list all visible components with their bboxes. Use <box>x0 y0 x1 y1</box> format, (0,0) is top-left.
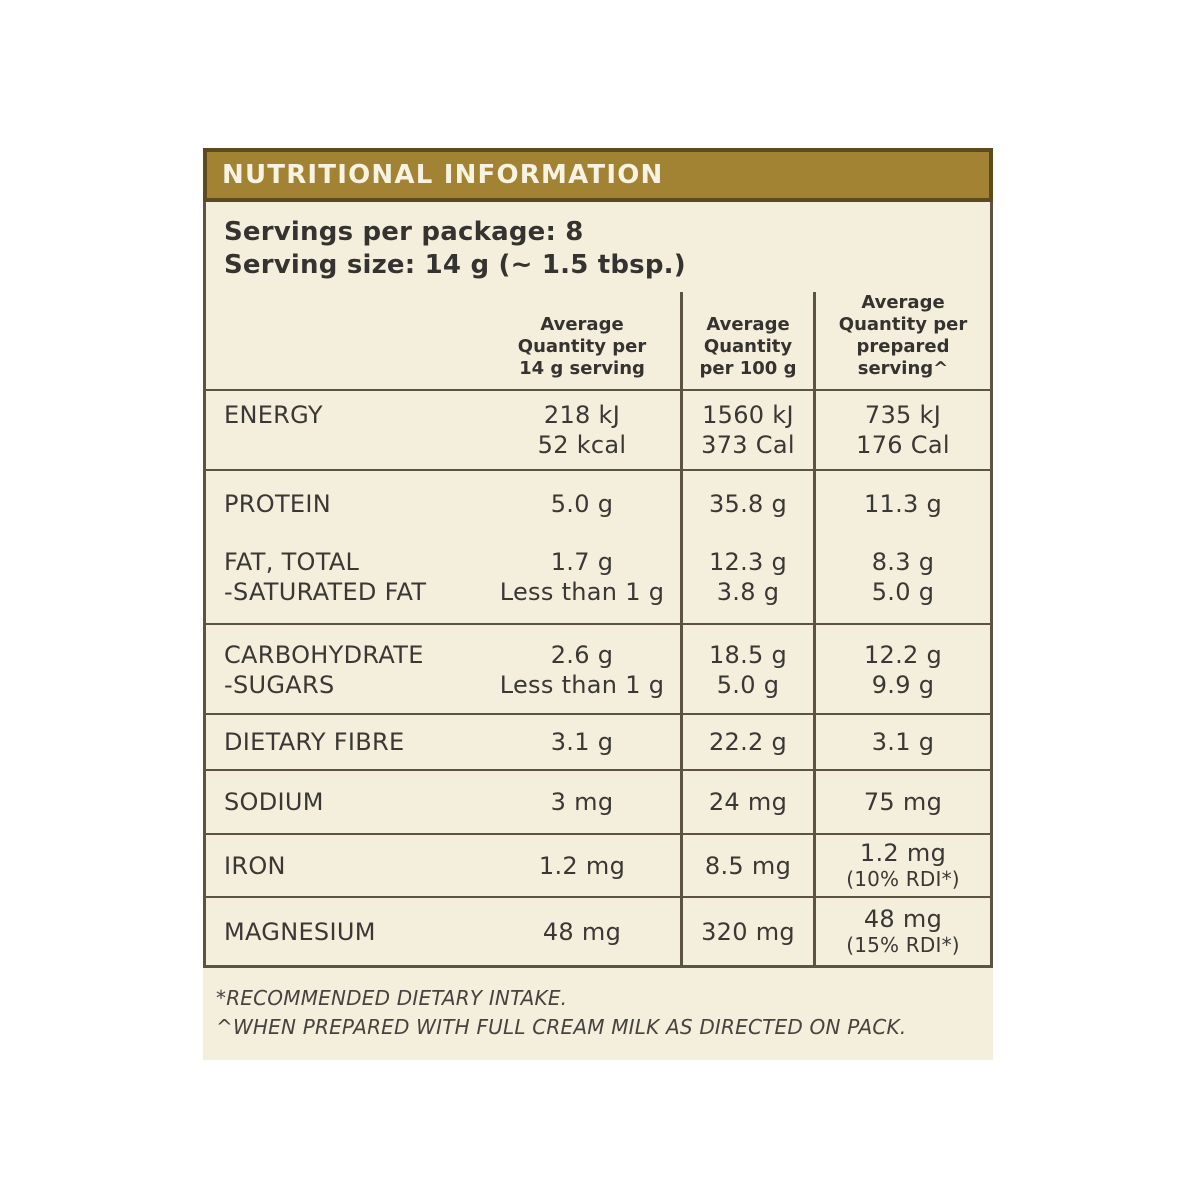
serving-info: Servings per package: 8 Serving size: 14… <box>206 202 990 292</box>
spacer <box>816 519 990 547</box>
row-magnesium-label: MAGNESIUM <box>224 917 376 946</box>
row-iron: IRON 1.2 mg 8.5 mg 1.2 mg (10% RDI*) <box>206 835 990 898</box>
protein-fat-prepared: 11.3 g 8.3 g 5.0 g <box>813 471 990 623</box>
row-sugars-label: -SUGARS <box>224 671 335 699</box>
row-dietary-fibre-per-14g: 3.1 g <box>550 728 614 756</box>
panel-title: NUTRITIONAL INFORMATION <box>222 160 664 190</box>
panel-title-bar: NUTRITIONAL INFORMATION <box>203 148 993 202</box>
row-magnesium-per-100g: 320 mg <box>680 898 813 965</box>
row-saturated-fat-label: -SATURATED FAT <box>224 578 427 606</box>
row-dietary-fibre-prepared: 3.1 g <box>813 715 990 769</box>
row-sodium-per-14g: 3 mg <box>550 788 614 816</box>
row-energy-label: ENERGY <box>224 401 323 429</box>
column-header-prepared: Average Quantity per prepared serving^ <box>813 292 990 389</box>
row-sodium-label: SODIUM <box>224 788 324 816</box>
column-header-spacer <box>206 292 484 389</box>
spacer <box>484 519 680 547</box>
row-energy-per-100g: 1560 kJ 373 Cal <box>680 391 813 469</box>
row-dietary-fibre: DIETARY FIBRE 3.1 g 22.2 g 3.1 g <box>206 715 990 771</box>
row-iron-per-100g: 8.5 mg <box>680 835 813 896</box>
spacer <box>683 519 813 547</box>
protein-fat-per-14g: 5.0 g 1.7 g Less than 1 g <box>484 471 680 623</box>
row-protein-label: PROTEIN <box>224 490 331 518</box>
row-magnesium-per-14g: 48 mg <box>542 917 622 946</box>
footnote-rdi: *RECOMMENDED DIETARY INTAKE. <box>216 986 568 1010</box>
row-magnesium-prepared: 48 mg (15% RDI*) <box>813 898 990 965</box>
row-dietary-fibre-per-100g: 22.2 g <box>680 715 813 769</box>
carbohydrate-labels: CARBOHYDRATE -SUGARS <box>206 625 484 713</box>
row-iron-label: IRON <box>224 851 286 880</box>
carbohydrate-per-100g: 18.5 g 5.0 g <box>680 625 813 713</box>
column-header-row: Average Quantity per 14 g serving Averag… <box>206 292 990 391</box>
row-sodium-prepared: 75 mg <box>813 771 990 833</box>
row-sodium-per-100g: 24 mg <box>680 771 813 833</box>
footnote-prepared: ^WHEN PREPARED WITH FULL CREAM MILK AS D… <box>216 1015 907 1039</box>
serving-size: Serving size: 14 g (~ 1.5 tbsp.) <box>224 250 686 280</box>
row-fat-total-label: FAT, TOTAL <box>224 548 360 576</box>
row-magnesium: MAGNESIUM 48 mg 320 mg 48 mg (15% RDI*) <box>206 898 990 965</box>
section-protein-fat: PROTEIN FAT, TOTAL -SATURATED FAT 5.0 g … <box>206 471 990 625</box>
footnotes: *RECOMMENDED DIETARY INTAKE. ^WHEN PREPA… <box>203 968 993 1060</box>
servings-per-package: Servings per package: 8 <box>224 217 584 247</box>
row-sodium: SODIUM 3 mg 24 mg 75 mg <box>206 771 990 835</box>
row-iron-per-14g: 1.2 mg <box>538 851 626 880</box>
row-dietary-fibre-label: DIETARY FIBRE <box>224 728 405 756</box>
iron-rdi-percent: (10% RDI*) <box>846 867 960 891</box>
protein-fat-labels: PROTEIN FAT, TOTAL -SATURATED FAT <box>206 471 484 623</box>
row-energy-per-14g: 218 kJ 52 kcal <box>537 401 627 459</box>
section-carbohydrate: CARBOHYDRATE -SUGARS 2.6 g Less than 1 g… <box>206 625 990 715</box>
nutrition-panel: NUTRITIONAL INFORMATION Servings per pac… <box>203 148 993 1060</box>
column-header-per-14g: Average Quantity per 14 g serving <box>517 314 647 379</box>
row-energy: ENERGY 218 kJ 52 kcal 1560 kJ 373 Cal 73… <box>206 391 990 471</box>
nutrition-table: Servings per package: 8 Serving size: 14… <box>203 202 993 968</box>
column-header-per-100g: Average Quantity per 100 g <box>680 292 813 389</box>
magnesium-rdi-percent: (15% RDI*) <box>846 933 960 957</box>
row-iron-prepared: 1.2 mg (10% RDI*) <box>813 835 990 896</box>
spacer <box>224 519 484 547</box>
row-carbohydrate-label: CARBOHYDRATE <box>224 641 424 669</box>
carbohydrate-per-14g: 2.6 g Less than 1 g <box>499 641 665 699</box>
carbohydrate-prepared: 12.2 g 9.9 g <box>813 625 990 713</box>
row-energy-prepared: 735 kJ 176 Cal <box>813 391 990 469</box>
protein-fat-per-100g: 35.8 g 12.3 g 3.8 g <box>680 471 813 623</box>
